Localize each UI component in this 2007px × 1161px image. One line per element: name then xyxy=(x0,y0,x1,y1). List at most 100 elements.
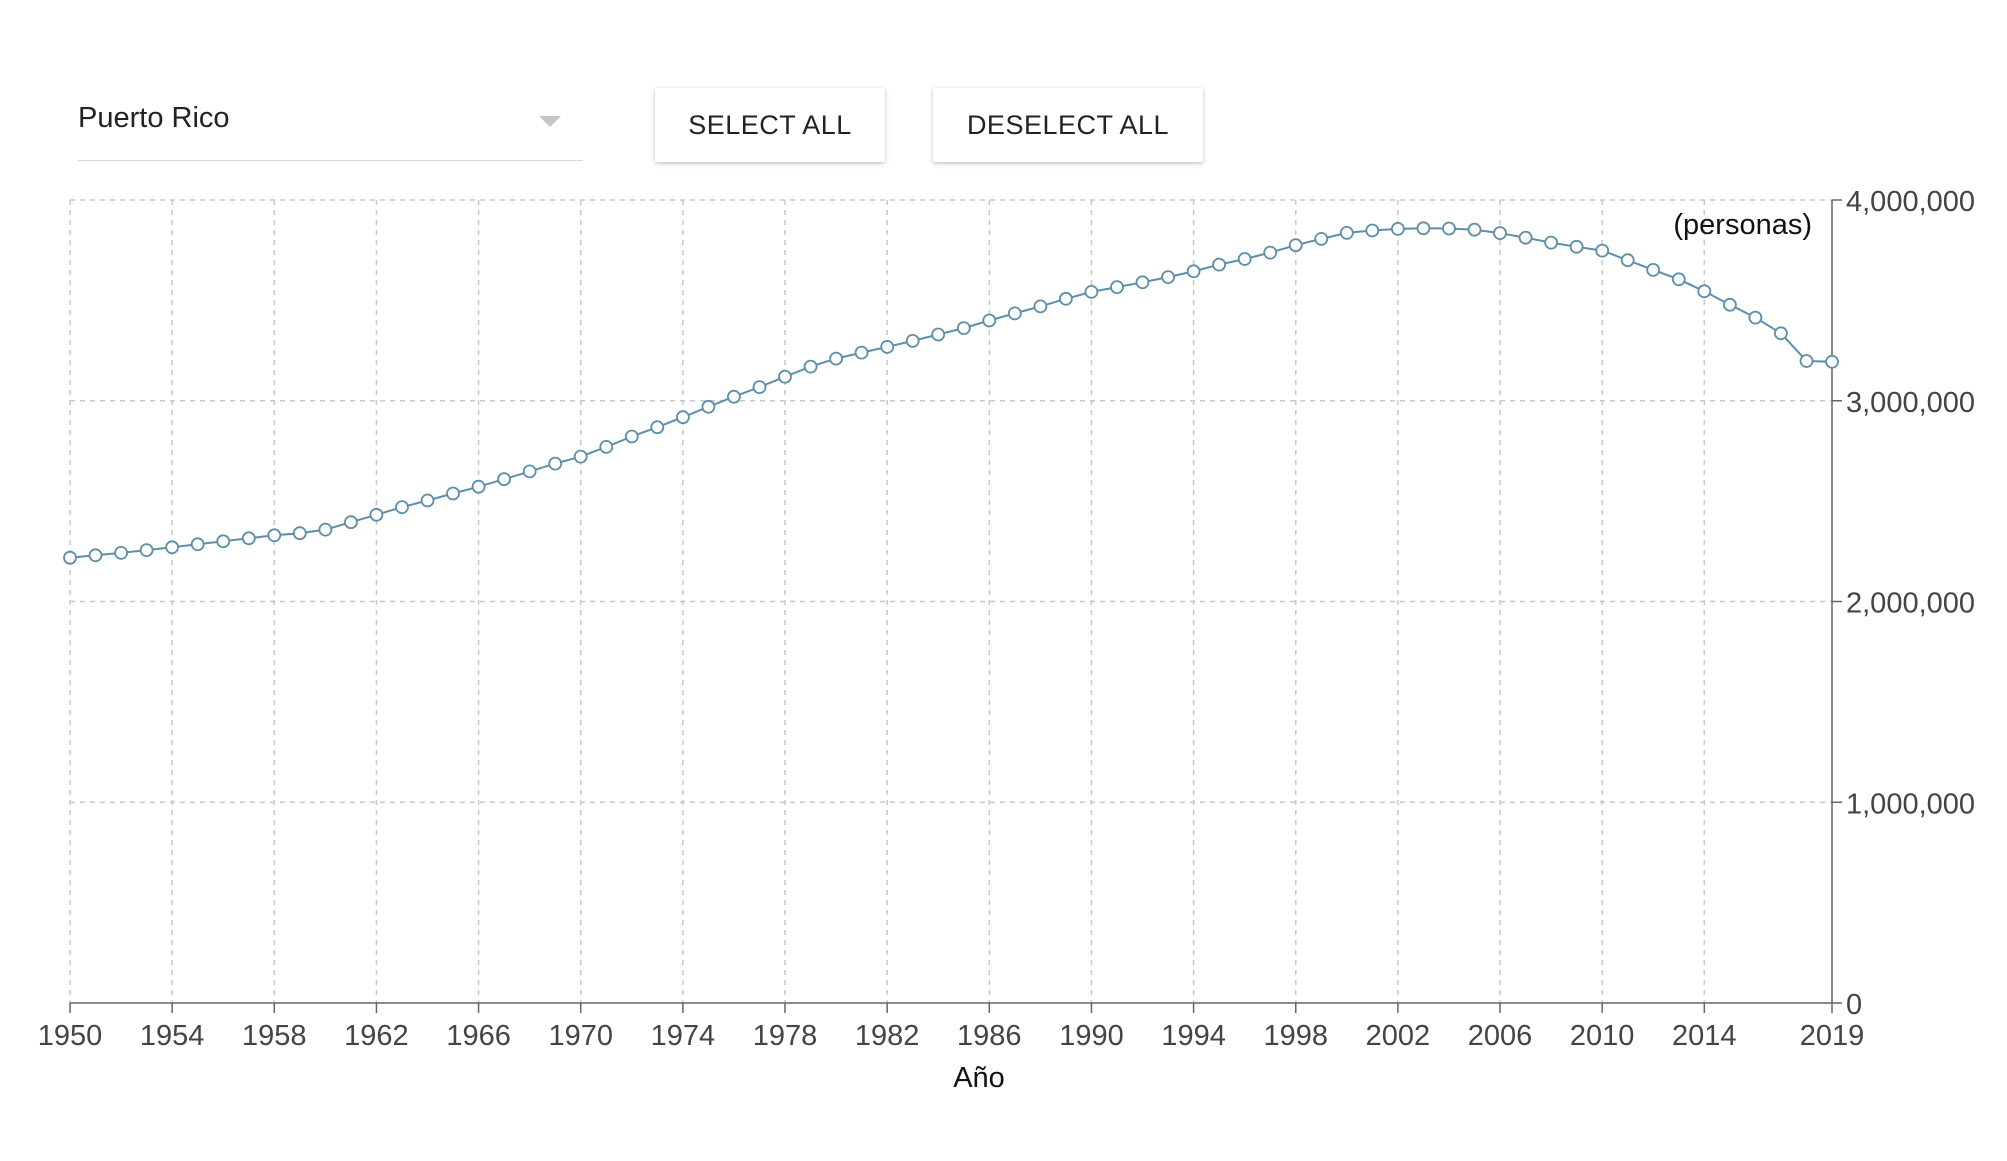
data-point[interactable] xyxy=(1161,270,1175,285)
data-point[interactable] xyxy=(216,534,231,549)
country-select[interactable]: Puerto Rico xyxy=(78,86,583,161)
data-point[interactable] xyxy=(1237,252,1252,266)
data-point[interactable] xyxy=(241,531,256,546)
data-point[interactable] xyxy=(1595,243,1610,258)
data-point[interactable] xyxy=(1493,226,1507,241)
data-point[interactable] xyxy=(1544,235,1558,250)
data-point[interactable] xyxy=(1084,284,1099,299)
data-point[interactable] xyxy=(880,339,895,354)
data-point[interactable] xyxy=(1314,231,1329,246)
deselect-all-button[interactable]: DESELECT ALL xyxy=(933,88,1203,162)
data-point[interactable] xyxy=(1339,225,1354,240)
data-point[interactable] xyxy=(369,507,384,522)
data-point[interactable] xyxy=(1799,354,1814,368)
chart-axes: 1950 1954 1958 1962 1966 1970 1974 1978 1982 1986… xyxy=(38,186,1975,1052)
data-point[interactable] xyxy=(1697,284,1712,299)
x-tick-label: 1954 xyxy=(140,1020,205,1052)
data-point[interactable] xyxy=(1518,230,1533,245)
data-point[interactable] xyxy=(318,522,333,537)
data-point[interactable] xyxy=(420,493,435,508)
data-point[interactable] xyxy=(1391,221,1405,236)
data-point[interactable] xyxy=(1646,262,1661,277)
data-point[interactable] xyxy=(854,345,869,360)
x-tick-label: 1950 xyxy=(38,1020,103,1052)
data-point[interactable] xyxy=(701,399,716,414)
data-point[interactable] xyxy=(1059,291,1073,306)
data-point[interactable] xyxy=(1442,221,1456,236)
data-point[interactable] xyxy=(1263,245,1278,260)
x-tick-label: 2014 xyxy=(1672,1020,1737,1052)
y-tick-label: 4,000,000 xyxy=(1846,186,1975,218)
data-point[interactable] xyxy=(446,486,460,501)
data-point[interactable] xyxy=(956,321,971,336)
data-point[interactable] xyxy=(114,546,128,560)
data-point[interactable] xyxy=(650,420,665,435)
data-point[interactable] xyxy=(1212,257,1226,272)
x-tick-label: 1978 xyxy=(753,1020,818,1052)
data-point[interactable] xyxy=(1748,310,1763,325)
data-point[interactable] xyxy=(88,548,103,563)
x-tick-label: 1962 xyxy=(344,1020,409,1052)
data-point[interactable] xyxy=(1620,253,1635,268)
data-point[interactable] xyxy=(1110,280,1124,295)
data-point[interactable] xyxy=(63,550,77,565)
data-point[interactable] xyxy=(752,380,767,395)
data-point[interactable] xyxy=(1416,221,1431,236)
data-point[interactable] xyxy=(905,333,920,348)
country-select-value: Puerto Rico xyxy=(78,102,230,134)
x-tick-label: 1982 xyxy=(855,1020,920,1052)
data-point[interactable] xyxy=(1467,222,1482,237)
data-point[interactable] xyxy=(343,515,358,530)
data-point[interactable] xyxy=(1569,239,1584,254)
data-point[interactable] xyxy=(982,313,997,328)
data-point[interactable] xyxy=(292,526,307,541)
data-point[interactable] xyxy=(778,369,792,384)
data-point[interactable] xyxy=(548,456,563,471)
x-tick-label: 2002 xyxy=(1366,1020,1431,1052)
data-point[interactable] xyxy=(1774,326,1788,341)
x-tick-label: 1958 xyxy=(242,1020,307,1052)
data-point[interactable] xyxy=(522,464,537,479)
data-point[interactable] xyxy=(599,439,614,454)
data-point[interactable] xyxy=(1186,264,1201,279)
data-point[interactable] xyxy=(267,528,282,543)
x-tick-label: 1986 xyxy=(957,1020,1022,1052)
y-axis-unit-label: (personas) xyxy=(1673,209,1812,241)
data-point[interactable] xyxy=(139,543,154,557)
data-point[interactable] xyxy=(931,327,946,342)
x-tick-label: 2010 xyxy=(1570,1020,1635,1052)
data-point[interactable] xyxy=(1825,354,1839,369)
data-point[interactable] xyxy=(1365,223,1380,238)
data-point[interactable] xyxy=(1671,272,1686,287)
x-tick-label: 1998 xyxy=(1263,1020,1328,1052)
data-point[interactable] xyxy=(1288,238,1303,253)
data-point[interactable] xyxy=(676,410,690,425)
data-point[interactable] xyxy=(471,479,486,494)
x-tick-label: 1966 xyxy=(446,1020,511,1052)
data-point[interactable] xyxy=(624,429,639,444)
data-point[interactable] xyxy=(395,500,409,515)
data-point[interactable] xyxy=(573,449,588,464)
data-point[interactable] xyxy=(829,351,843,366)
data-point[interactable] xyxy=(1723,297,1737,312)
chart-series xyxy=(63,221,1839,565)
x-tick-label: 1994 xyxy=(1161,1020,1226,1052)
data-point[interactable] xyxy=(1135,275,1150,290)
y-tick-label: 2,000,000 xyxy=(1846,588,1975,620)
data-point[interactable] xyxy=(190,537,205,552)
data-point[interactable] xyxy=(497,472,512,487)
y-tick-label: 0 xyxy=(1846,989,1862,1021)
data-point[interactable] xyxy=(1007,306,1022,321)
data-point[interactable] xyxy=(727,389,741,404)
select-all-button[interactable]: SELECT ALL xyxy=(655,88,885,162)
x-tick-label: 2006 xyxy=(1468,1020,1533,1052)
x-axis-title: Año xyxy=(953,1062,1005,1094)
x-tick-label: 1974 xyxy=(651,1020,716,1052)
data-point[interactable] xyxy=(1033,299,1048,314)
x-tick-label: 2019 xyxy=(1800,1020,1865,1052)
data-point[interactable] xyxy=(165,540,180,555)
series-line xyxy=(69,227,1833,559)
y-tick-label: 3,000,000 xyxy=(1846,387,1975,419)
data-point[interactable] xyxy=(803,359,818,374)
